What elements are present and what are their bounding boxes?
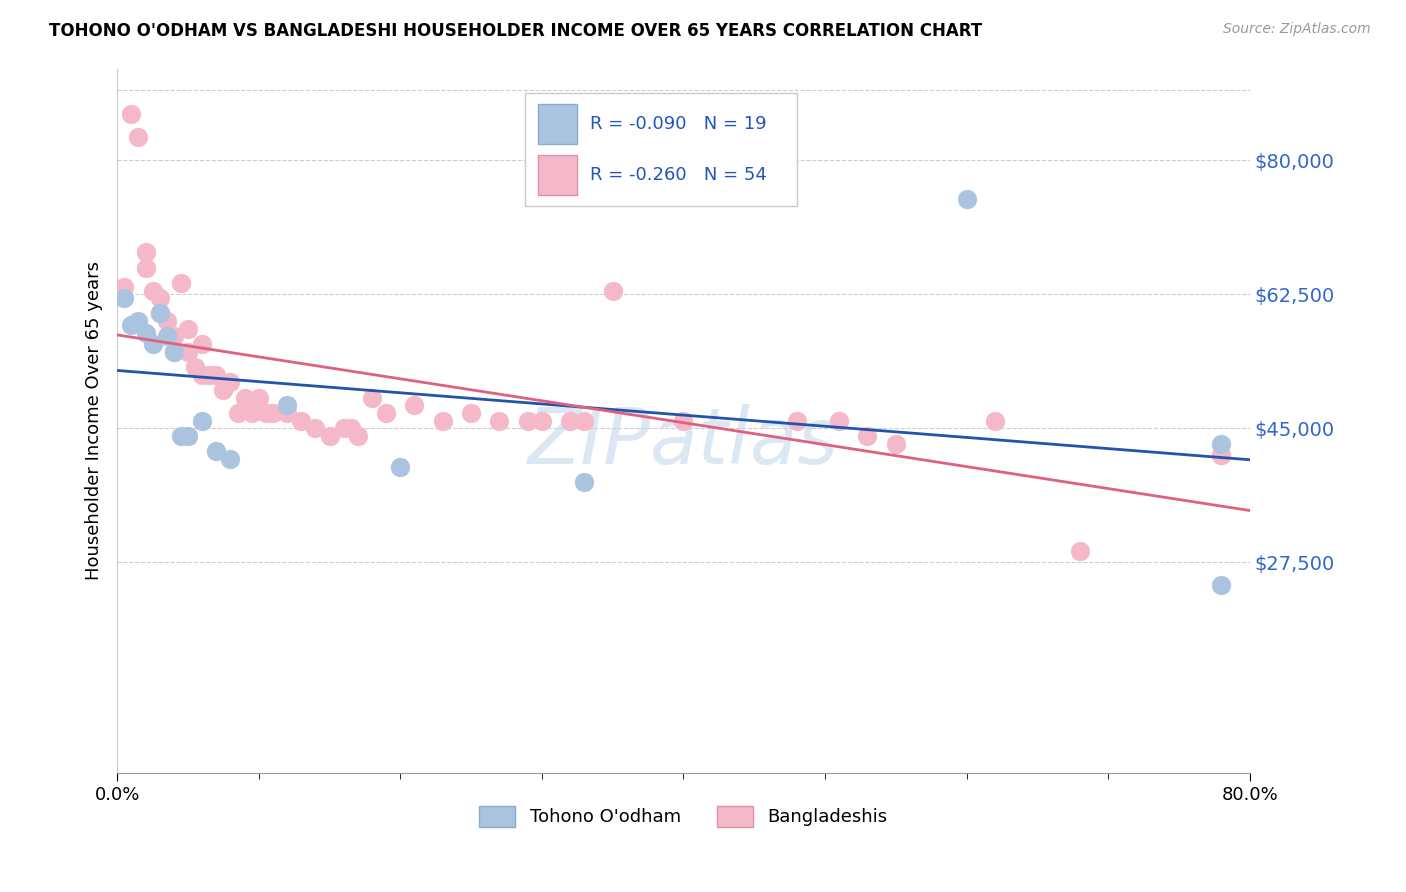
Point <box>177 344 200 359</box>
Point <box>142 284 165 298</box>
Point <box>460 406 482 420</box>
Point <box>389 459 412 474</box>
Point <box>212 383 235 397</box>
Point <box>149 306 172 320</box>
Point <box>262 406 284 420</box>
Text: ZIPatlas: ZIPatlas <box>529 404 839 480</box>
Point <box>191 368 214 382</box>
Point <box>672 414 695 428</box>
Point <box>339 421 361 435</box>
Point <box>828 414 851 428</box>
Point <box>156 329 179 343</box>
Point <box>134 245 156 260</box>
Point <box>142 337 165 351</box>
Point <box>276 398 298 412</box>
Point <box>1069 543 1091 558</box>
Point <box>347 429 370 443</box>
Point <box>149 291 172 305</box>
Point <box>1211 448 1233 462</box>
Point <box>163 329 186 343</box>
Point <box>1211 448 1233 462</box>
Point <box>198 368 221 382</box>
Point <box>574 475 596 489</box>
Point <box>134 260 156 275</box>
Text: Source: ZipAtlas.com: Source: ZipAtlas.com <box>1223 22 1371 37</box>
Point <box>219 376 242 390</box>
Point <box>156 314 179 328</box>
Point <box>304 421 326 435</box>
Point <box>290 414 312 428</box>
Point <box>602 284 624 298</box>
Point <box>516 414 538 428</box>
Point <box>375 406 398 420</box>
Point <box>786 414 808 428</box>
Point <box>163 344 186 359</box>
Point <box>205 444 228 458</box>
Point <box>177 429 200 443</box>
Legend: Tohono O'odham, Bangladeshis: Tohono O'odham, Bangladeshis <box>472 799 894 834</box>
Point <box>530 414 553 428</box>
Point <box>574 414 596 428</box>
Point <box>254 406 277 420</box>
Point <box>233 391 256 405</box>
Point <box>560 414 582 428</box>
Point <box>219 451 242 466</box>
Point <box>127 314 149 328</box>
Point <box>955 192 977 206</box>
Point <box>120 318 142 332</box>
Point <box>984 414 1007 428</box>
Point <box>332 421 354 435</box>
Point <box>404 398 426 412</box>
Point <box>191 414 214 428</box>
Point <box>134 326 156 340</box>
Point <box>177 322 200 336</box>
Point <box>163 344 186 359</box>
Point <box>205 368 228 382</box>
Y-axis label: Householder Income Over 65 years: Householder Income Over 65 years <box>86 261 103 580</box>
Point <box>170 429 193 443</box>
Point <box>170 276 193 290</box>
Point <box>184 359 207 374</box>
Point <box>318 429 340 443</box>
Point <box>856 429 879 443</box>
Point <box>226 406 249 420</box>
Point <box>884 436 907 450</box>
Point <box>191 337 214 351</box>
Point <box>112 279 135 293</box>
Point <box>432 414 454 428</box>
Point <box>240 406 263 420</box>
Text: TOHONO O'ODHAM VS BANGLADESHI HOUSEHOLDER INCOME OVER 65 YEARS CORRELATION CHART: TOHONO O'ODHAM VS BANGLADESHI HOUSEHOLDE… <box>49 22 983 40</box>
Point <box>149 306 172 320</box>
Point <box>361 391 384 405</box>
Point <box>120 107 142 121</box>
Point <box>247 391 270 405</box>
Point <box>112 291 135 305</box>
Point <box>276 406 298 420</box>
Point <box>127 130 149 145</box>
Point <box>488 414 510 428</box>
Point <box>1211 436 1233 450</box>
Point <box>1211 578 1233 592</box>
